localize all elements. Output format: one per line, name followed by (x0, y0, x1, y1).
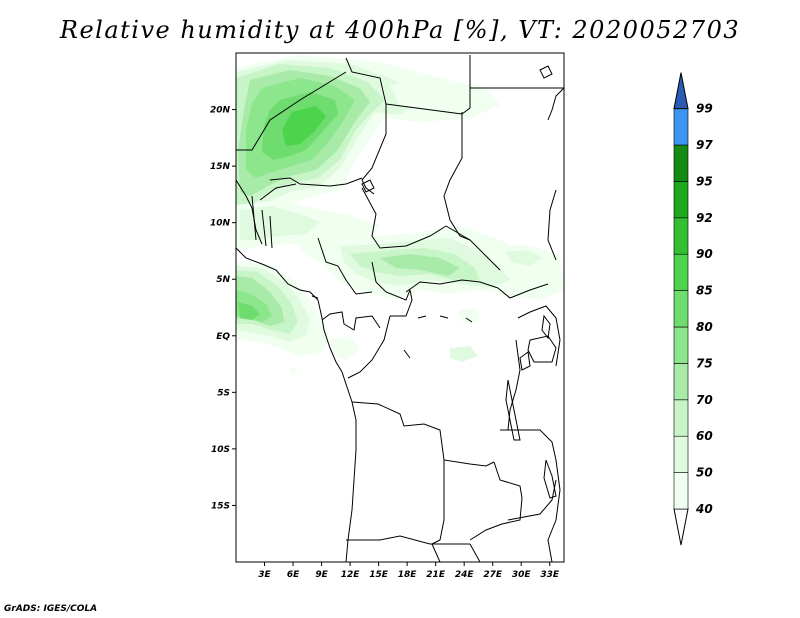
lat-tick-label: 20N (210, 106, 231, 116)
border-mali-niger (236, 71, 347, 151)
border-sudan-south-sudan (445, 225, 501, 271)
lat-tick-label: 10N (210, 219, 231, 229)
humidity-shading (236, 55, 564, 374)
colorbar-label: 99 (696, 102, 713, 116)
grads-credit: GrADS: IGES/COLA (4, 604, 98, 614)
lat-tick-label: 10S (211, 445, 230, 455)
border-angola-namibia (346, 535, 470, 545)
colorbar-segment (673, 144, 689, 182)
rh-40-area-patch-2 (330, 336, 360, 360)
nile-delta-mark (539, 65, 553, 79)
colorbar-segment (673, 181, 689, 219)
lon-tick-label: 21E (426, 570, 446, 580)
colorbar-label: 90 (696, 247, 713, 261)
lon-tick-label: 6E (287, 570, 300, 580)
colorbar-segment (673, 290, 689, 328)
border-nigeria-cameroon (317, 237, 373, 295)
colorbar-upper-triangle (673, 72, 689, 110)
lon-tick-label: 33E (540, 570, 560, 580)
map-title: Relative humidity at 400hPa [%], VT: 202… (59, 16, 741, 44)
lon-tick-label: 24E (455, 570, 475, 580)
lake-malawi (543, 459, 557, 499)
border-south-sudan-ethiopia (497, 283, 549, 299)
colorbar-segment (673, 399, 689, 437)
lat-tick-label: 5S (217, 388, 230, 398)
colorbar-label: 60 (696, 429, 713, 443)
border-botswana (431, 543, 481, 562)
coastline-west-africa (236, 247, 357, 562)
rh-40-area-patch-4 (288, 368, 296, 374)
red-sea-coast (547, 87, 564, 121)
colorbar: 40 50 60 70 75 80 85 90 92 95 97 99 (673, 72, 713, 546)
rh-50-area-sahel (240, 206, 320, 240)
colorbar-segment (673, 253, 689, 291)
rh-40-area-ne (390, 80, 495, 114)
rh-50-area-east (505, 250, 542, 266)
colorbar-label: 70 (696, 393, 713, 407)
border-tanzania (500, 429, 561, 562)
lon-tick-label: 12E (341, 570, 361, 580)
border-west-africa-sahel (236, 179, 263, 245)
colorbar-segment (673, 435, 689, 473)
colorbar-label: 50 (696, 466, 713, 480)
rh-70-area-central (380, 254, 460, 276)
lon-tick-label: 30E (512, 570, 532, 580)
border-benin-togo (251, 195, 273, 249)
colorbar-label: 80 (696, 320, 713, 334)
border-drc-angola (351, 401, 495, 467)
lat-tick-label: 15S (211, 501, 230, 511)
lake-chad (361, 179, 375, 193)
rh-85-area-north (282, 106, 326, 146)
lat-tick-label: EQ (216, 332, 230, 342)
colorbar-label: 97 (696, 138, 713, 152)
colorbar-segment (673, 472, 689, 510)
border-chad-sudan (443, 112, 471, 241)
border-mozambique (507, 479, 557, 521)
rh-80-area-gulf (238, 302, 260, 320)
latitude-axis: 20N 15N 10N 5N EQ 5S 10S 15S (210, 106, 236, 511)
border-niger-chad (269, 177, 363, 187)
border-angola-zambia (431, 460, 445, 545)
border-chad-car (361, 187, 447, 249)
colorbar-label: 40 (695, 502, 713, 516)
lake-albert (519, 351, 531, 371)
lon-tick-label: 27E (483, 570, 503, 580)
border-algeria-libya (345, 57, 387, 195)
colorbar-label: 95 (696, 174, 713, 188)
border-east-africa (517, 305, 561, 367)
border-sudan-ethiopia (547, 189, 557, 261)
lon-tick-label: 9E (315, 570, 328, 580)
colorbar-label: 85 (696, 284, 713, 298)
border-gabon-congo (321, 311, 381, 331)
colorbar-lower-triangle (673, 508, 689, 546)
border-libya-egypt (461, 55, 471, 115)
colorbar-label: 92 (696, 211, 713, 225)
colorbar-segment (673, 326, 689, 364)
colorbar-label: 75 (696, 356, 713, 370)
rh-40-area-patch-1 (450, 346, 478, 362)
border-zambia-east (469, 461, 523, 541)
lat-tick-label: 5N (216, 275, 230, 285)
border-cameroon-car (371, 261, 411, 301)
border-car-drc (405, 279, 499, 293)
lake-turkana (541, 314, 551, 340)
border-libya-sudan-top (385, 103, 463, 115)
rh-40-area-patch-3 (458, 308, 480, 324)
border-niger-nigeria (259, 183, 297, 201)
lat-tick-label: 15N (210, 162, 231, 172)
lake-tanganyika (505, 379, 521, 441)
map-frame (235, 52, 565, 563)
lake-victoria (527, 335, 557, 363)
border-congo-drc (347, 289, 413, 379)
country-borders (236, 55, 564, 562)
colorbar-segment (673, 363, 689, 401)
longitude-axis: 3E 6E 9E 12E 15E 18E 21E 24E 27E 30E 33E (258, 562, 560, 580)
lon-tick-label: 18E (398, 570, 418, 580)
lon-tick-label: 15E (369, 570, 389, 580)
colorbar-segment (673, 217, 689, 255)
coast-marks (311, 295, 473, 359)
colorbar-segment (673, 108, 689, 146)
lon-tick-label: 3E (258, 570, 271, 580)
